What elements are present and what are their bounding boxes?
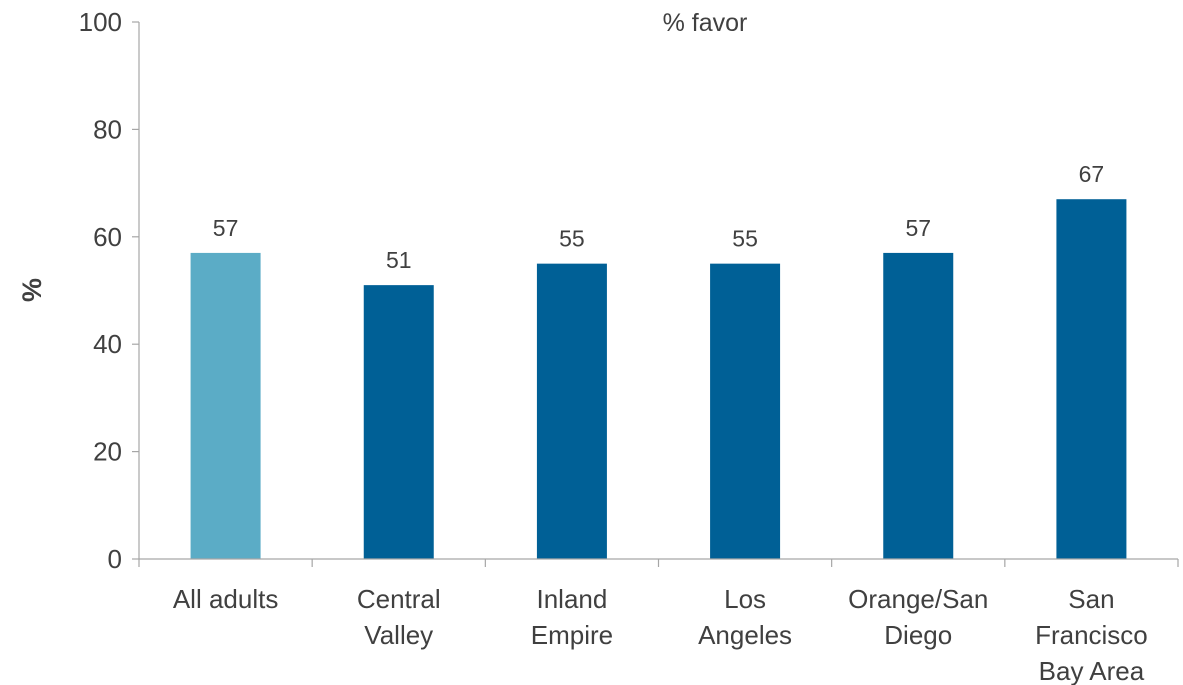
bar: [190, 252, 261, 559]
x-tick-label: Los Angeles: [698, 584, 792, 650]
x-tick-label-line: Francisco: [1035, 620, 1148, 650]
x-tick-label-line: Diego: [884, 620, 952, 650]
x-tick-label-line: Angeles: [698, 620, 792, 650]
data-label: 57: [905, 215, 931, 241]
bar: [363, 285, 434, 559]
x-tick-label-line: Los: [724, 584, 766, 614]
chart-title: % favor: [663, 9, 748, 37]
y-tick-label: 20: [93, 437, 122, 467]
y-axis-label: %: [17, 278, 47, 302]
data-label: 55: [559, 226, 585, 252]
bars-group: [190, 199, 1127, 559]
bar: [883, 252, 954, 559]
y-tick-label: 80: [93, 114, 122, 144]
y-tick-label: 100: [79, 7, 122, 37]
x-tick-label: Inland Empire: [531, 584, 613, 650]
x-tick-label: Orange/San Diego: [848, 584, 988, 650]
x-tick-label-line: San: [1068, 584, 1114, 614]
x-tick-label-line: Inland: [536, 584, 607, 614]
x-tick-label: Central Valley: [357, 584, 441, 650]
x-tick-label-line: Valley: [364, 620, 433, 650]
x-tick-label-line: All adults: [173, 584, 279, 614]
data-label: 57: [213, 215, 239, 241]
data-label: 67: [1079, 161, 1105, 187]
x-tick-label-line: Bay Area: [1039, 656, 1145, 685]
bar: [1056, 199, 1127, 559]
x-tick-label-line: Central: [357, 584, 441, 614]
data-label: 55: [732, 226, 758, 252]
y-tick-label: 0: [108, 544, 122, 574]
y-axis: 0 20 40 60 80 100: [79, 7, 140, 574]
bar: [710, 263, 781, 559]
x-tick-label-line: Orange/San: [848, 584, 988, 614]
data-labels-group: 57 51 55 55 57 67: [213, 161, 1104, 273]
x-tick-label: All adults: [173, 584, 279, 614]
x-axis: All adults Central Valley Inland Empire Los An…: [138, 558, 1179, 685]
bar: [536, 263, 607, 559]
x-tick-label: San Francisco Bay Area: [1035, 584, 1148, 685]
y-tick-label: 40: [93, 329, 122, 359]
x-tick-label-line: Empire: [531, 620, 613, 650]
y-tick-label: 60: [93, 222, 122, 252]
data-label: 51: [386, 247, 412, 273]
